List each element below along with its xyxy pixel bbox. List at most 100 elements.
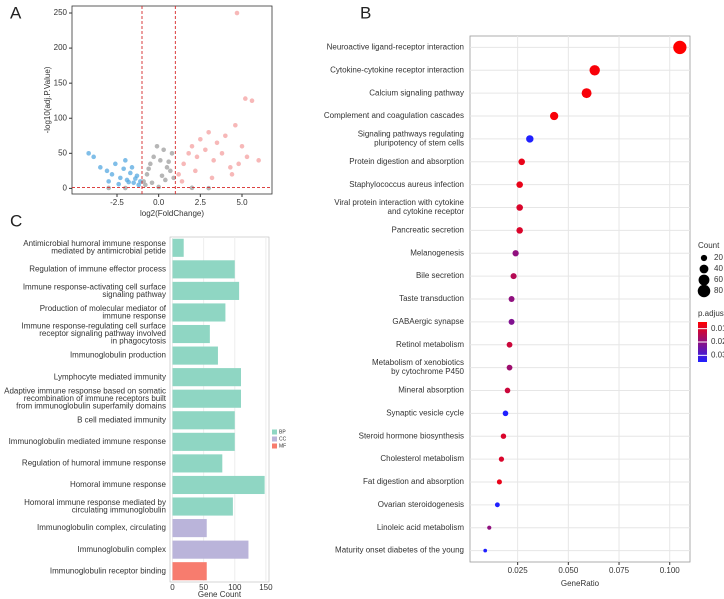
point — [113, 161, 118, 167]
category-label: by cytochrome P450 — [391, 367, 464, 376]
x-tick-label: 150 — [259, 583, 273, 592]
point — [181, 161, 186, 167]
point — [143, 182, 148, 188]
category-label: mediated by antimicrobial petide — [51, 247, 166, 256]
x-tick-label: 0.050 — [558, 566, 579, 575]
legend-label: 40 — [714, 264, 723, 273]
y-tick-label: 0 — [63, 183, 68, 192]
legend-label: 20 — [714, 253, 723, 262]
category-label: Ovarian steroidogenesis — [378, 500, 464, 509]
x-tick-label: -2.5 — [110, 198, 124, 207]
point — [123, 185, 128, 191]
point — [179, 179, 185, 184]
x-tick-label: 0.025 — [508, 566, 529, 575]
category-label: Pancreatic secretion — [392, 226, 464, 235]
panel-label: B — [360, 3, 371, 22]
bar — [172, 562, 207, 581]
legend-swatch — [272, 436, 277, 442]
panel-label: C — [10, 211, 22, 230]
dot — [510, 273, 517, 280]
bar — [172, 432, 235, 451]
point — [141, 179, 146, 184]
legend-swatch — [272, 443, 277, 449]
point — [161, 147, 166, 153]
point — [156, 184, 161, 190]
dot — [506, 341, 513, 348]
legend-title: p.adjust — [698, 309, 724, 318]
dot — [508, 296, 515, 302]
point — [214, 140, 220, 146]
category-label: Immunoglobulin complex, circulating — [37, 523, 166, 532]
dot — [516, 227, 523, 234]
point — [223, 133, 228, 139]
point — [211, 158, 216, 163]
point — [123, 158, 128, 163]
point — [229, 172, 235, 177]
point — [106, 179, 111, 184]
dot — [516, 204, 523, 211]
category-label: Metabolism of xenobiotics — [372, 358, 464, 367]
category-label: Complement and coagulation cascades — [324, 111, 464, 120]
point — [149, 180, 155, 186]
dot — [673, 40, 687, 55]
category-label: Retinol metabolism — [396, 340, 464, 349]
x-axis-label: log2(FoldChange) — [140, 209, 204, 218]
point — [129, 165, 135, 170]
bar — [172, 519, 207, 538]
legend-dot — [697, 284, 711, 298]
category-label: Maturity onset diabetes of the young — [335, 546, 464, 555]
dot — [496, 479, 502, 485]
point — [194, 154, 200, 160]
dot — [518, 158, 525, 166]
y-tick-label: 150 — [54, 78, 68, 87]
point — [256, 158, 261, 163]
y-tick-label: 250 — [54, 8, 68, 17]
dot — [494, 502, 500, 508]
bar — [172, 497, 233, 516]
category-label: Homoral immune response mediated by — [24, 498, 166, 507]
category-label: recombination of immune receptors built — [24, 394, 167, 403]
category-label: Linoleic acid metabolism — [377, 523, 464, 532]
point — [144, 172, 150, 177]
dot — [508, 318, 515, 325]
x-tick-label: 100 — [228, 583, 242, 592]
x-axis-label: GeneRatio — [561, 579, 600, 588]
point — [166, 159, 171, 165]
bar — [172, 260, 235, 279]
point — [206, 185, 211, 191]
point — [109, 172, 115, 177]
point — [151, 154, 156, 160]
point — [219, 151, 225, 156]
point — [169, 151, 175, 156]
category-label: and cytokine receptor — [388, 207, 465, 216]
dot — [506, 364, 513, 371]
point — [189, 143, 195, 149]
point — [106, 185, 111, 191]
dot — [487, 525, 492, 530]
category-label: Immune response-regulating cell surface — [21, 322, 166, 331]
y-axis-label: -log10(adj.P.Value) — [43, 66, 52, 133]
bar — [172, 411, 235, 430]
dot — [498, 456, 505, 462]
point — [228, 165, 233, 170]
bar — [172, 389, 241, 408]
bar — [172, 303, 226, 322]
legend-label: 0.01 — [711, 324, 724, 333]
point — [128, 170, 133, 176]
category-label: Immune response-activating cell surface — [23, 282, 167, 291]
dot — [550, 111, 559, 121]
dot — [504, 387, 511, 394]
x-axis-label: Gene Count — [198, 590, 242, 599]
point — [126, 179, 131, 185]
point — [233, 122, 238, 128]
legend-label: 60 — [714, 275, 723, 284]
point — [146, 166, 151, 172]
bar — [172, 454, 223, 473]
category-label: Immunoglobulin mediated immune response — [9, 437, 167, 446]
category-label: Bile secretion — [416, 271, 464, 280]
bar — [172, 281, 240, 300]
category-label: Immunoglobulin complex — [78, 545, 167, 554]
point — [138, 179, 143, 184]
legend-label: BP — [279, 429, 286, 435]
